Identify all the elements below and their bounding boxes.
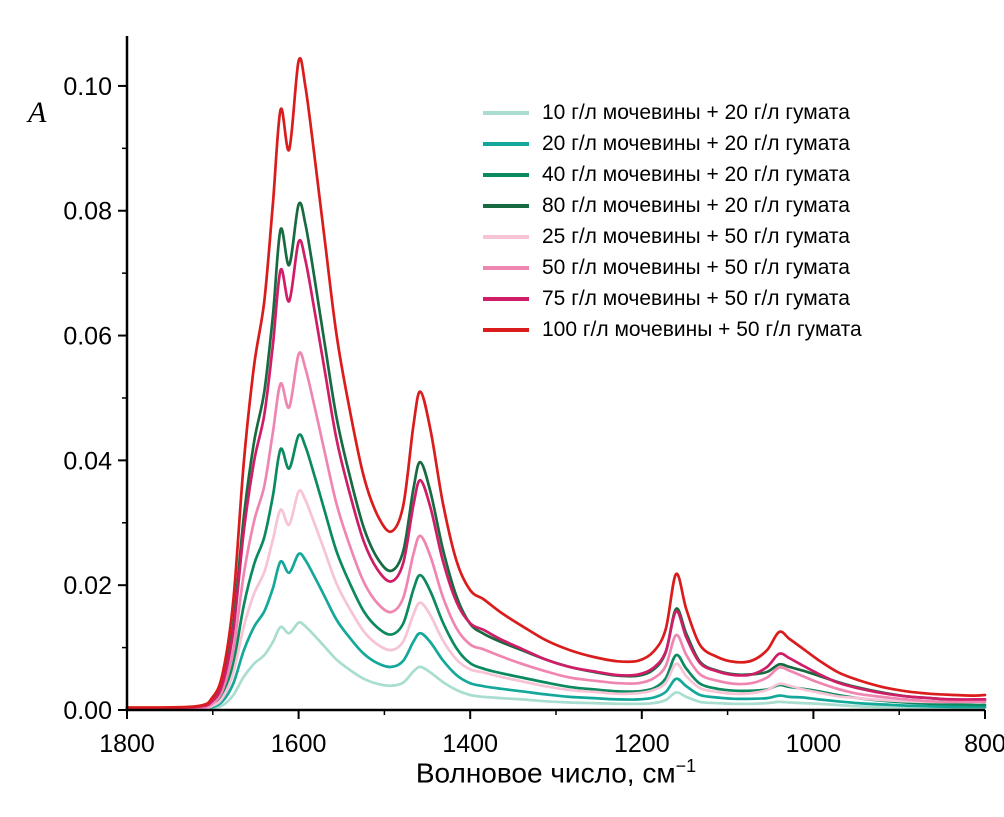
legend-label: 75 г/л мочевины + 50 г/л гумата xyxy=(542,286,850,310)
legend-label: 100 г/л мочевины + 50 г/л гумата xyxy=(542,317,862,341)
series-curve-1 xyxy=(125,552,987,711)
legend-line-swatch xyxy=(483,203,529,208)
legend-item: 100 г/л мочевины + 50 г/л гумата xyxy=(483,314,862,345)
y-tick-label: 0.00 xyxy=(63,697,112,725)
legend-label: 25 г/л мочевины + 50 г/л гумата xyxy=(542,224,850,248)
series-curve-3 xyxy=(125,201,987,710)
legend-item: 75 г/л мочевины + 50 г/л гумата xyxy=(483,283,862,314)
y-tick-label: 0.02 xyxy=(63,572,112,600)
y-tick-label: 0.06 xyxy=(63,323,112,351)
series-curve-4 xyxy=(125,489,987,711)
y-tick-label: 0.04 xyxy=(63,447,112,475)
legend-item: 80 г/л мочевины + 20 г/л гумата xyxy=(483,190,862,221)
legend-line-swatch xyxy=(483,296,529,301)
legend-line-swatch xyxy=(483,141,529,146)
x-tick-label: 1800 xyxy=(99,730,155,758)
x-tick-label: 1000 xyxy=(786,730,842,758)
legend-item: 25 г/л мочевины + 50 г/л гумата xyxy=(483,221,862,252)
series-curve-6 xyxy=(125,238,987,710)
y-axis-title: A xyxy=(28,96,47,129)
series-curve-0 xyxy=(125,621,987,711)
legend-label: 50 г/л мочевины + 50 г/л гумата xyxy=(542,255,850,279)
series-curve-5 xyxy=(125,351,987,711)
legend-item: 40 г/л мочевины + 20 г/л гумата xyxy=(483,159,862,190)
legend-line-swatch xyxy=(483,327,529,332)
x-tick-label: 1600 xyxy=(271,730,327,758)
legend-item: 10 г/л мочевины + 20 г/л гумата xyxy=(483,97,862,128)
legend-label: 20 г/л мочевины + 20 г/л гумата xyxy=(542,131,850,155)
legend-line-swatch xyxy=(483,265,529,270)
x-axis-title-exponent: −1 xyxy=(675,756,697,776)
x-axis-title: Волновое число, см−1 xyxy=(127,756,985,789)
y-tick-label: 0.08 xyxy=(63,198,112,226)
legend-label: 80 г/л мочевины + 20 г/л гумата xyxy=(542,193,850,217)
legend-label: 10 г/л мочевины + 20 г/л гумата xyxy=(542,100,850,124)
legend-item: 50 г/л мочевины + 50 г/л гумата xyxy=(483,252,862,283)
series-curve-7 xyxy=(125,57,987,709)
legend-line-swatch xyxy=(483,110,529,115)
legend-line-swatch xyxy=(483,172,529,177)
legend-line-swatch xyxy=(483,234,529,239)
x-tick-label: 1400 xyxy=(442,730,498,758)
legend: 10 г/л мочевины + 20 г/л гумата 20 г/л м… xyxy=(483,97,862,345)
legend-item: 20 г/л мочевины + 20 г/л гумата xyxy=(483,128,862,159)
x-axis-title-text: Волновое число, см xyxy=(415,757,676,789)
x-tick-label: 1200 xyxy=(614,730,670,758)
legend-label: 40 г/л мочевины + 20 г/л гумата xyxy=(542,162,850,186)
y-tick-label: 0.10 xyxy=(63,73,112,101)
x-tick-label: 800 xyxy=(964,730,1004,758)
series-curve-2 xyxy=(125,433,987,711)
